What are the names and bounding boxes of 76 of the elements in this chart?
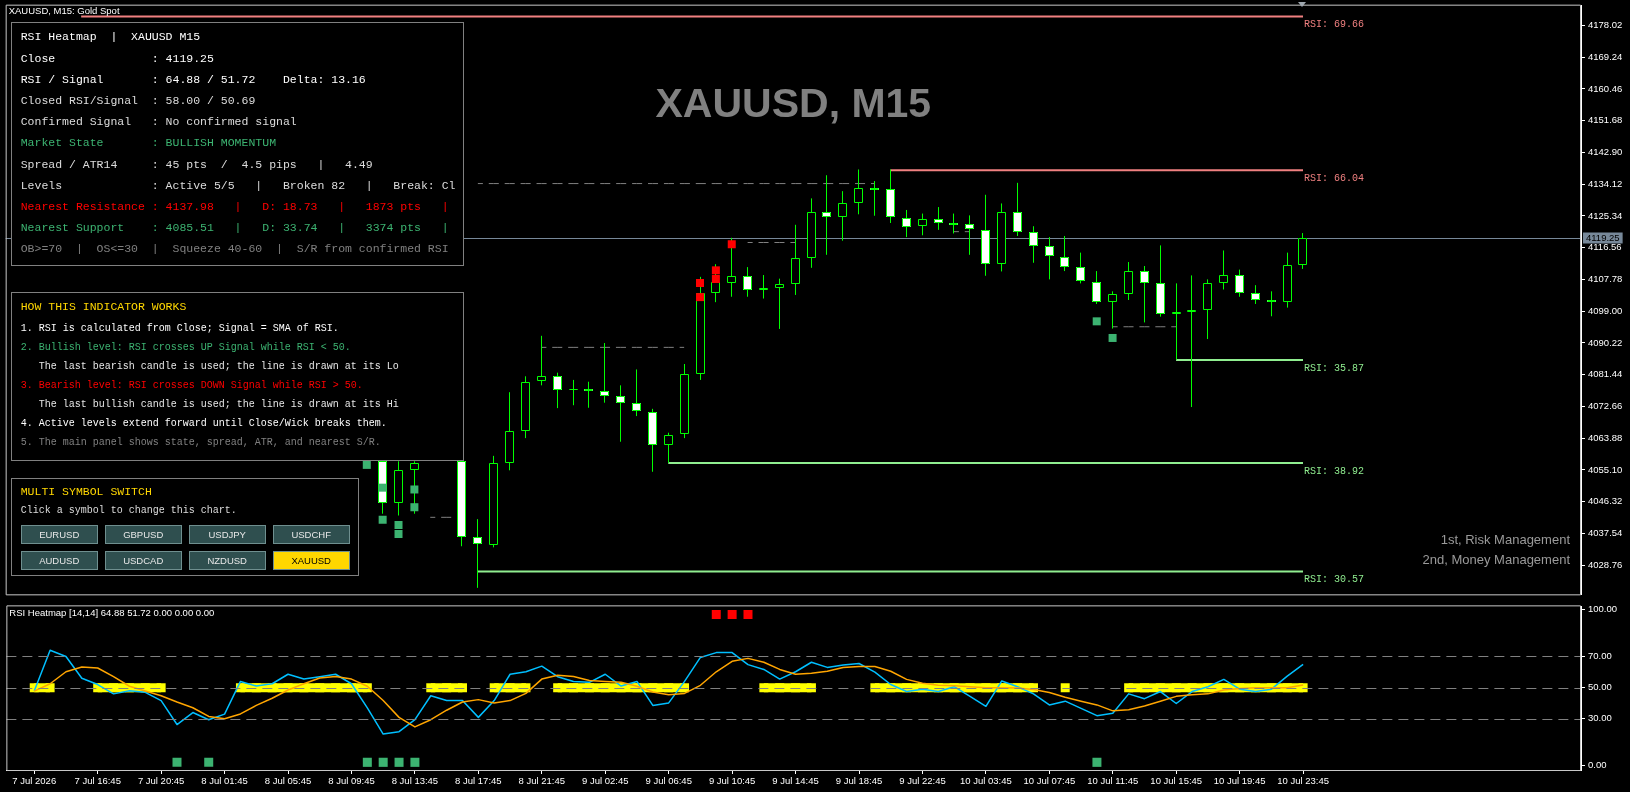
x-tick-label: 7 Jul 16:45 <box>74 775 121 787</box>
annotation: Spread / ATR14 : 45 pts / 4.5 pips | 4.49 <box>20 157 373 172</box>
y-tick-label: 4169.24 <box>1588 50 1623 62</box>
annotation: RSI / Signal : 64.88 / 51.72 Delta: 13.16 <box>20 73 366 88</box>
x-tick-label: 10 Jul 11:45 <box>1087 775 1139 787</box>
y-tick-label: 4134.12 <box>1588 177 1623 189</box>
ref-line-label: 4119.25 <box>1586 232 1620 244</box>
y-tick-label: 30.00 <box>1588 712 1612 724</box>
text: RSI Heatmap | XAUUSD M15 <box>20 30 201 44</box>
x-tick-label: 8 Jul 17:45 <box>455 775 502 787</box>
text: MULTI SYMBOL SWITCH <box>20 485 152 499</box>
y-tick-label: 50.00 <box>1588 681 1612 693</box>
annotation: Close : 4119.25 <box>20 52 214 66</box>
annotation: 1. RSI is calculated from Close; Signal = SMA of RSI. <box>20 321 339 335</box>
x-tick-label: 10 Jul 15:45 <box>1150 775 1203 787</box>
y-tick-label: 0.00 <box>1588 759 1607 771</box>
annotation: Market State : BULLISH MOMENTUM <box>20 136 277 151</box>
annotation: Nearest Resistance : 4137.98 | D: 18.73 | 1873 pts | <box>20 199 449 214</box>
x-tick-label: 10 Jul 19:45 <box>1213 775 1266 787</box>
annotation: 2. Bullish level: RSI crosses UP Signal while RSI < 50. <box>20 340 351 354</box>
y-tick-label: 4046.32 <box>1588 495 1623 507</box>
y-tick-label: 4178.02 <box>1588 19 1623 31</box>
x-tick-label: 9 Jul 18:45 <box>835 775 883 787</box>
y-tick-label: 4107.78 <box>1588 273 1623 285</box>
y-tick-label: 4072.66 <box>1588 400 1623 412</box>
chart-title: XAUUSD, M15: Gold Spot <box>8 5 120 17</box>
text: Click a symbol to change this chart. <box>20 503 237 517</box>
y-tick-label: 4037.54 <box>1588 527 1623 539</box>
chart-title: RSI Heatmap [14,14] 64.88 51.72 0.00 0.00 0.00 <box>9 606 215 618</box>
annotation: 4. Active levels extend forward until Close/Wick breaks them. <box>20 416 387 430</box>
annotation: OB>=70 | OS<=30 | Squeeze 40-60 | S/R from confirmed RSI <box>20 241 449 256</box>
x-tick-label: 10 Jul 03:45 <box>960 775 1012 787</box>
text: 2nd, Money Management <box>1422 551 1571 567</box>
annotation: The last bearish candle is used; the line is drawn at its Lo <box>37 359 399 373</box>
y-tick-label: 4151.68 <box>1588 114 1623 126</box>
text: 1st, Risk Management <box>1440 531 1571 547</box>
y-tick-label: 4099.00 <box>1588 304 1623 316</box>
y-tick-label: 4160.46 <box>1588 82 1623 94</box>
y-tick-label: 4081.44 <box>1588 368 1623 380</box>
series-label: RSI: 69.66 <box>1304 19 1365 31</box>
series-label: RSI: 38.92 <box>1304 465 1365 477</box>
x-tick-label: 10 Jul 23:45 <box>1277 775 1330 787</box>
series-label: RSI: 30.57 <box>1304 574 1365 586</box>
y-tick-label: 4028.76 <box>1588 558 1623 570</box>
x-tick-label: 8 Jul 09:45 <box>328 775 375 787</box>
annotation: The last bullish candle is used; the line is drawn at its Hi <box>37 397 399 411</box>
x-tick-label: 8 Jul 21:45 <box>518 775 566 787</box>
annotation: 3. Bearish level: RSI crosses DOWN Signal while RSI > 50. <box>20 378 363 392</box>
y-tick-label: 4063.88 <box>1588 431 1623 443</box>
x-tick-label: 9 Jul 22:45 <box>899 775 946 787</box>
annotation: XAUUSD, M15 <box>655 80 932 127</box>
annotation: Levels : Active 5/5 | Broken 82 | Break: Cl <box>20 178 456 193</box>
annotation: Nearest Support : 4085.51 | D: 33.74 | 3374 pts | <box>20 220 449 235</box>
x-tick-label: 9 Jul 10:45 <box>708 775 756 787</box>
series-label: RSI: 35.87 <box>1304 362 1365 374</box>
y-tick-label: 4055.10 <box>1588 463 1623 475</box>
x-tick-label: 9 Jul 14:45 <box>772 775 819 787</box>
y-tick-label: 100.00 <box>1588 603 1618 615</box>
x-tick-label: 7 Jul 2026 <box>12 775 57 787</box>
x-tick-label: 7 Jul 20:45 <box>137 775 185 787</box>
y-tick-label: 70.00 <box>1588 650 1612 662</box>
x-tick-label: 9 Jul 02:45 <box>582 775 629 787</box>
x-tick-label: 8 Jul 05:45 <box>264 775 312 787</box>
y-tick-label: 4090.22 <box>1588 336 1623 348</box>
annotation: Closed RSI/Signal : 58.00 / 50.69 <box>20 94 256 109</box>
y-tick-label: 4116.56 <box>1588 241 1622 253</box>
annotation: 5. The main panel shows state, spread, ATR, and nearest S/R. <box>20 435 381 449</box>
y-tick-label: 4125.34 <box>1588 209 1623 221</box>
y-tick-label: 4142.90 <box>1588 146 1623 158</box>
x-tick-label: 8 Jul 01:45 <box>201 775 248 787</box>
annotation: Confirmed Signal : No confirmed signal <box>20 115 297 130</box>
x-tick-label: 8 Jul 13:45 <box>391 775 439 787</box>
x-tick-label: 10 Jul 07:45 <box>1023 775 1076 787</box>
series-label: RSI: 66.04 <box>1304 172 1365 184</box>
text: HOW THIS INDICATOR WORKS <box>20 300 187 314</box>
x-tick-label: 9 Jul 06:45 <box>645 775 692 787</box>
